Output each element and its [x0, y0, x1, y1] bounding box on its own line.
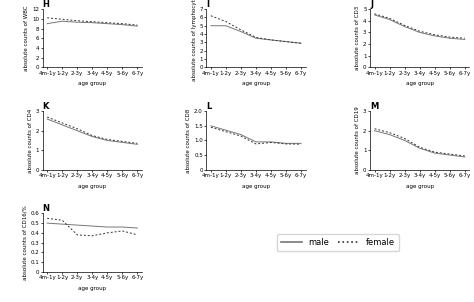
- Y-axis label: absolute counts of WBC: absolute counts of WBC: [24, 5, 29, 71]
- X-axis label: age group: age group: [406, 82, 434, 86]
- Text: K: K: [43, 102, 49, 111]
- Legend: male, female: male, female: [277, 234, 399, 251]
- X-axis label: age group: age group: [78, 82, 106, 86]
- X-axis label: age group: age group: [78, 184, 106, 189]
- X-axis label: age group: age group: [406, 184, 434, 189]
- Y-axis label: absolute counts of CD8: absolute counts of CD8: [186, 108, 191, 172]
- Text: M: M: [370, 102, 378, 111]
- Y-axis label: absolute counts of CD3: absolute counts of CD3: [356, 6, 360, 70]
- Text: H: H: [43, 0, 50, 9]
- X-axis label: age group: age group: [78, 286, 106, 291]
- Text: I: I: [206, 0, 210, 9]
- X-axis label: age group: age group: [242, 82, 270, 86]
- Y-axis label: absolute counts of CD19: absolute counts of CD19: [356, 107, 360, 174]
- Text: L: L: [206, 102, 211, 111]
- Y-axis label: absolute counts of CD16/%: absolute counts of CD16/%: [23, 205, 27, 280]
- Text: J: J: [370, 0, 373, 9]
- Text: N: N: [43, 204, 50, 214]
- Y-axis label: absolute counts of CD4: absolute counts of CD4: [28, 108, 33, 172]
- X-axis label: age group: age group: [242, 184, 270, 189]
- Y-axis label: absolute counts of lymphocyte: absolute counts of lymphocyte: [191, 0, 197, 81]
